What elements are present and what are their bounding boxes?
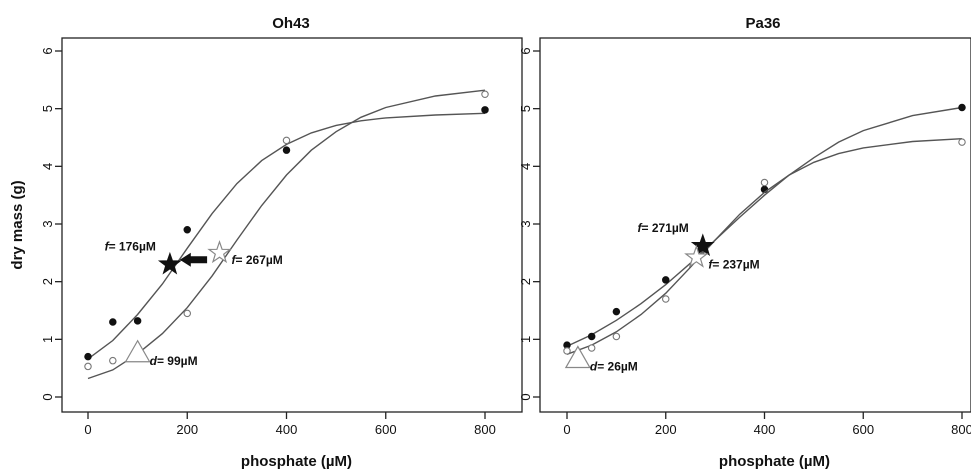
x-tick-label: 0 — [84, 422, 91, 437]
data-point-open — [282, 136, 291, 145]
x-axis-title: phosphate (µM) — [719, 453, 830, 470]
chart-title: Pa36 — [745, 15, 780, 32]
y-tick-label: 0 — [518, 393, 533, 400]
filled-star-marker — [157, 251, 182, 275]
x-tick-label: 400 — [754, 422, 776, 437]
data-point-open — [661, 295, 670, 303]
annotation-variable: d — [150, 354, 158, 368]
x-tick-label: 600 — [852, 422, 874, 437]
fit-curve-filled — [566, 106, 963, 347]
annotation-value: = 99µM — [157, 354, 198, 368]
annotation-value: = 237µM — [712, 257, 759, 271]
data-point-filled — [661, 276, 670, 284]
annotation-label: f= 237µM — [708, 257, 759, 271]
annotation-value: = 267µM — [236, 253, 283, 267]
x-tick-label: 0 — [563, 422, 570, 437]
plot-frame — [61, 37, 523, 413]
x-tick-label: 800 — [951, 422, 971, 437]
plot-frame — [539, 37, 971, 413]
arrow-left-marker — [179, 252, 208, 267]
data-point-filled — [133, 317, 142, 325]
annotation-variable: f — [232, 253, 237, 267]
x-tick-label: 200 — [655, 422, 677, 437]
x-tick-label: 400 — [276, 422, 298, 437]
data-point-open — [760, 178, 769, 187]
data-point-open — [563, 347, 571, 355]
y-axis-title: dry mass (g) — [9, 180, 26, 269]
chart-panel-oh43: Oh43 0 200 400 600 800 0 1 2 3 4 5 6 phosphate (µM) dr… — [9, 15, 523, 470]
y-tick-label: 4 — [40, 163, 55, 170]
y-tick-label: 5 — [40, 105, 55, 112]
annotation-variable: f — [105, 239, 110, 253]
data-point-open — [109, 356, 117, 365]
y-tick-label: 6 — [40, 47, 55, 54]
data-point-open — [481, 90, 489, 99]
data-point-open — [958, 138, 966, 146]
y-tick-label: 1 — [518, 336, 533, 343]
y-tick-label: 4 — [518, 163, 533, 170]
filled-star-marker — [690, 233, 715, 257]
annotation-label: d= 99µM — [150, 354, 198, 368]
chart-title: Oh43 — [272, 15, 310, 32]
data-point-open — [183, 309, 192, 318]
annotation-variable: f — [638, 221, 643, 235]
data-point-open — [612, 332, 621, 341]
annotation-value: = 176µM — [109, 239, 156, 253]
annotation-label: d= 26µM — [590, 360, 638, 374]
annotation-value: = 271µM — [642, 221, 689, 235]
annotation-label: f= 267µM — [232, 253, 283, 267]
open-star-marker — [684, 244, 709, 268]
annotation-variable: d — [590, 360, 598, 374]
annotation-value: = 26µM — [597, 360, 638, 374]
data-point-filled — [183, 226, 192, 234]
data-point-filled — [612, 307, 621, 316]
data-point-filled — [109, 318, 117, 326]
x-tick-label: 200 — [176, 422, 198, 437]
y-tick-label: 2 — [518, 278, 533, 285]
data-point-open — [84, 362, 92, 371]
data-point-filled — [958, 103, 966, 112]
annotation-label: f= 176µM — [105, 239, 156, 253]
data-point-filled — [282, 146, 291, 154]
data-point-filled — [84, 352, 92, 361]
x-tick-label: 600 — [375, 422, 397, 437]
y-tick-label: 3 — [518, 220, 533, 227]
x-tick-label: 800 — [474, 422, 496, 437]
data-point-filled — [587, 332, 596, 341]
y-tick-label: 1 — [40, 336, 55, 343]
fit-curve-open — [566, 138, 963, 355]
annotation-label: f= 271µM — [638, 221, 689, 235]
data-point-filled — [481, 106, 489, 114]
fit-curve-open — [87, 89, 486, 380]
data-point-open — [587, 344, 596, 352]
annotation-variable: f — [708, 257, 713, 271]
open-star-marker — [207, 239, 232, 264]
y-tick-label: 0 — [40, 393, 55, 400]
x-axis-title: phosphate (µM) — [241, 453, 352, 470]
y-tick-label: 6 — [518, 47, 533, 54]
y-tick-label: 5 — [518, 105, 533, 112]
open-triangle-marker — [564, 345, 591, 369]
fit-curve-filled — [87, 112, 486, 360]
y-tick-label: 3 — [40, 220, 55, 227]
y-tick-label: 2 — [40, 278, 55, 285]
open-triangle-marker — [124, 339, 151, 363]
